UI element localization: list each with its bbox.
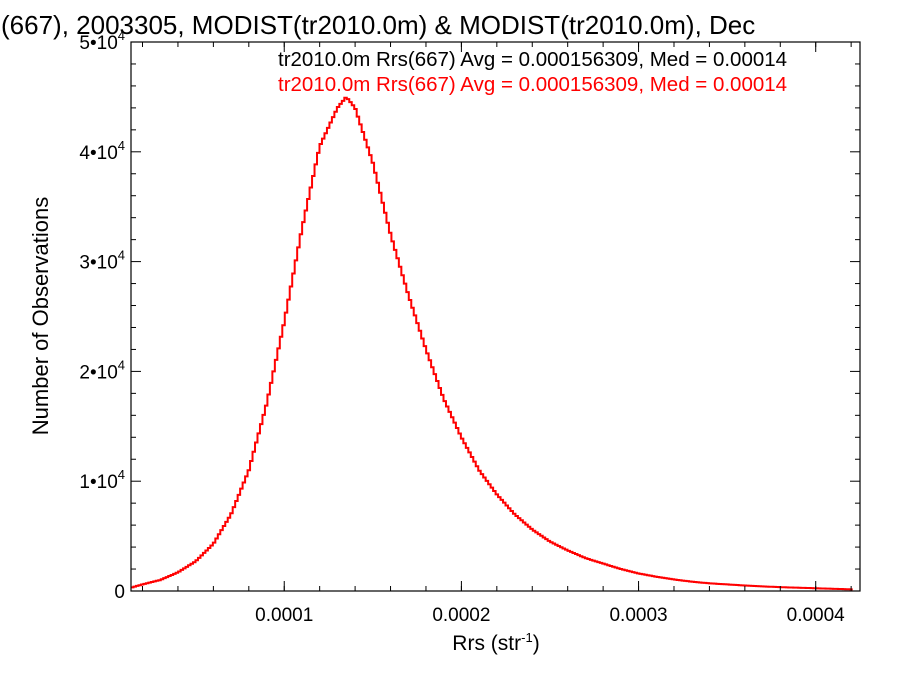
plot-frame xyxy=(130,41,861,592)
annotation-layer: tr2010.0m Rrs(667) Avg = 0.000156309, Me… xyxy=(278,48,787,96)
y-axis-title: Number of Observations xyxy=(28,197,53,435)
y-tick-label: 0 xyxy=(114,582,125,603)
x-axis-title-unit-exponent: -1 xyxy=(521,630,533,645)
x-tick-label: 0.0001 xyxy=(255,605,313,626)
y-tick-label: 4•104 xyxy=(79,138,125,164)
x-axis-title-close: ) xyxy=(533,632,540,655)
stats-annotation: tr2010.0m Rrs(667) Avg = 0.000156309, Me… xyxy=(278,73,787,96)
x-tick-label: 0.0002 xyxy=(432,605,490,626)
y-tick-label: 2•104 xyxy=(79,357,125,383)
histogram-series-line xyxy=(131,96,853,591)
x-axis-title-main: Rrs (str xyxy=(452,632,521,655)
chart-title: s(667), 2003305, MODIST(tr2010.0m) & MOD… xyxy=(0,10,755,40)
y-tick-label: 1•104 xyxy=(79,467,125,493)
y-tick-label: 5•104 xyxy=(79,28,125,54)
y-tick-label: 3•104 xyxy=(79,248,125,274)
tick-layer: 0.0001 0.0002 0.0003 0.0004 0 1•104 2•104 3•104… xyxy=(79,28,860,626)
y-axis-title-group: Number of Observations xyxy=(28,197,53,435)
x-tick-label: 0.0003 xyxy=(609,605,667,626)
stats-annotation: tr2010.0m Rrs(667) Avg = 0.000156309, Me… xyxy=(278,48,787,71)
x-axis-title: Rrs (str-1) xyxy=(452,630,539,655)
x-tick-label: 0.0004 xyxy=(787,605,846,626)
series-layer xyxy=(131,96,853,591)
